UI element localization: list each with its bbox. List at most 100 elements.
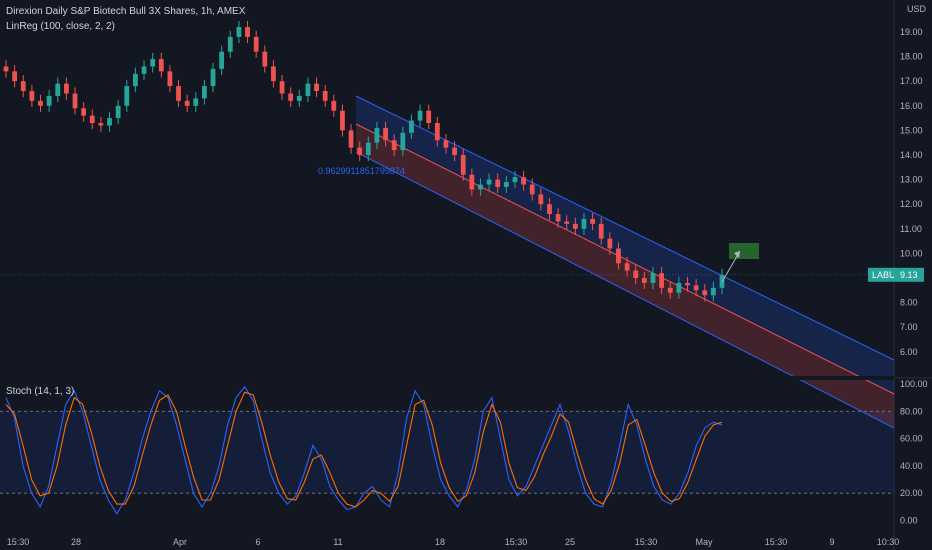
candle-body <box>210 68 216 87</box>
time-axis-tick: 6 <box>255 537 260 547</box>
price-tag <box>894 267 924 282</box>
candle-body <box>236 27 242 37</box>
time-axis-tick: 15:30 <box>505 537 528 547</box>
candle-body <box>167 71 173 87</box>
candle-body <box>279 81 285 94</box>
time-axis-tick: 18 <box>435 537 445 547</box>
candle-body <box>72 93 78 109</box>
candle-body <box>158 59 164 72</box>
stoch-axis-tick: 40.00 <box>900 461 923 471</box>
price-axis-tick: 13.00 <box>900 175 923 185</box>
price-axis-tick: 7.00 <box>900 322 918 332</box>
candle-body <box>607 238 613 249</box>
candle-body <box>89 115 95 124</box>
candle-body <box>616 248 621 264</box>
candle-body <box>495 179 501 187</box>
candle-body <box>529 184 535 195</box>
candle-body <box>434 123 440 141</box>
indicator-label-stoch: Stoch (14, 1, 3) <box>6 386 75 397</box>
regression-pearson-label: 0.9629911851799874 <box>318 166 405 176</box>
candle-body <box>486 179 492 185</box>
candle-body <box>245 27 250 37</box>
candle-body <box>63 83 69 94</box>
candle-body <box>3 66 9 72</box>
stoch-axis-tick: 20.00 <box>900 488 923 498</box>
candle-body <box>288 93 294 101</box>
stoch-axis-tick: 100.00 <box>900 379 928 389</box>
candle-body <box>219 51 225 69</box>
regression-middle-line <box>355 123 895 395</box>
price-axis-tick: 8.00 <box>900 298 918 308</box>
price-axis-tick: 16.00 <box>900 101 923 111</box>
candle-body <box>521 177 526 185</box>
candle-body <box>460 155 466 175</box>
candle-body <box>296 95 302 101</box>
candle-body <box>150 59 156 67</box>
candle-body <box>38 100 43 106</box>
time-axis-tick: 15:30 <box>765 537 788 547</box>
candle-body <box>348 130 354 148</box>
candle-body <box>55 83 61 96</box>
stoch-k-line <box>5 385 723 515</box>
candle-body <box>512 177 518 183</box>
target-box <box>729 243 759 259</box>
stoch-axis-tick: 80.00 <box>900 406 923 416</box>
candle-body <box>581 218 587 229</box>
candle-body <box>107 118 112 126</box>
candle-body <box>305 83 311 96</box>
candle-body <box>641 278 647 283</box>
forecast-arrow-head <box>734 251 740 258</box>
time-axis-tick: 9 <box>829 537 834 547</box>
indicator-label-linreg: LinReg (100, close, 2, 2) <box>6 21 115 32</box>
chart-title: Direxion Daily S&P Biotech Bull 3X Share… <box>6 6 246 17</box>
price-axis-tick: 14.00 <box>900 150 923 160</box>
candle-body <box>503 182 509 187</box>
candle-body <box>124 86 130 106</box>
candle-body <box>633 270 639 278</box>
candle-body <box>469 174 475 190</box>
candle-body <box>141 66 147 74</box>
candle-body <box>555 214 561 222</box>
candle-body <box>702 290 708 296</box>
candle-body <box>357 147 363 155</box>
regression-upper-fill <box>356 96 894 394</box>
time-axis-tick: 25 <box>565 537 575 547</box>
candle-body <box>202 86 207 99</box>
stoch-axis-tick: 60.00 <box>900 434 923 444</box>
regression-lower-fill <box>356 124 894 428</box>
candle-body <box>710 287 716 296</box>
candle-body <box>564 221 570 224</box>
price-axis-tick: 6.00 <box>900 347 918 357</box>
symbol-tag-text: LABU <box>872 270 896 280</box>
candle-body <box>193 98 199 106</box>
time-axis-tick: 10:30 <box>877 537 900 547</box>
candle-body <box>400 132 406 151</box>
stoch-band-fill <box>0 411 894 494</box>
symbol-tag <box>868 267 894 282</box>
candle-body <box>624 263 630 271</box>
price-tag-text: 9.13 <box>900 270 918 280</box>
forecast-arrow-line <box>721 250 741 283</box>
candle-body <box>676 282 682 293</box>
price-axis-tick: 12.00 <box>900 199 923 209</box>
candle-body <box>98 123 104 126</box>
candle-body <box>409 120 414 133</box>
candle-body <box>322 91 328 101</box>
time-axis-tick: 28 <box>71 537 81 547</box>
time-axis-tick: May <box>695 537 713 547</box>
candle-body <box>650 273 656 283</box>
price-axis-tick: 18.00 <box>900 52 923 62</box>
candle-body <box>452 147 457 155</box>
candle-body <box>262 51 268 67</box>
candle-body <box>20 81 26 92</box>
candle-body <box>340 110 345 131</box>
candle-body <box>184 100 190 106</box>
candle-body <box>426 110 432 124</box>
candle-body <box>659 273 665 288</box>
candle-body <box>443 140 449 148</box>
candle-body <box>132 73 138 87</box>
stoch-d-line <box>5 391 723 508</box>
candle-body <box>253 36 259 52</box>
